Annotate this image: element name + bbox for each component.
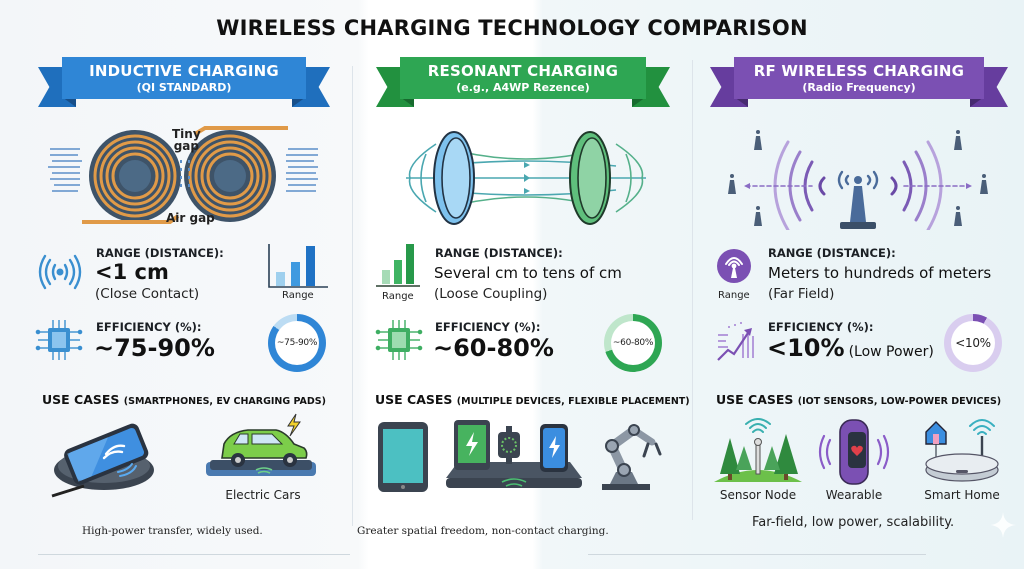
column-divider [352,66,353,526]
efficiency-value: <10% (Low Power) [767,334,934,362]
range-value: Several cm to tens of cm [434,264,622,282]
range-note: (Loose Coupling) [434,286,548,302]
chip-icon [35,320,83,360]
inductive-coils-illustration [48,126,318,224]
column-summary: Greater spatial freedom, non-contact cha… [357,525,609,537]
efficiency-value: ~60-80% [433,334,554,362]
efficiency-value-note: (Low Power) [848,344,934,360]
range-value: <1 cm [95,260,169,284]
chip-icon [375,320,423,360]
range-icon-label: Range [718,290,750,301]
inductive-ribbon: INDUCTIVE CHARGING (QI STANDARD) [38,57,330,107]
efficiency-ring-chart: <10% [944,314,1002,372]
resonant-ribbon: RESONANT CHARGING (e.g., A4WP Rezence) [376,57,670,107]
range-note: (Far Field) [768,286,835,302]
range-label: RANGE (DISTANCE): [768,246,896,260]
phone-on-charging-pad-icon [51,423,154,498]
range-icon-label: Range [282,290,314,301]
electric-car-icon [206,413,316,476]
rf-ribbon: RF WIRELESS CHARGING (Radio Frequency) [710,57,1008,107]
use-case-label-sensor-node: Sensor Node [719,488,797,502]
range-label: RANGE (DISTANCE): [435,246,563,260]
range-antenna-icon [717,249,751,283]
range-value: Meters to hundreds of meters [768,264,992,282]
ribbon-title: INDUCTIVE CHARGING [89,62,279,80]
use-cases-title: USE CASES (SMARTPHONES, EV CHARGING PADS… [42,392,326,407]
range-bar-chart-icon [376,244,420,287]
ribbon-subtitle: (QI STANDARD) [136,81,232,94]
efficiency-ring-label: <10% [955,336,991,350]
use-cases-title: USE CASES (IOT SENSORS, LOW-POWER DEVICE… [716,392,1002,407]
column-summary: Far-field, low power, scalability. [752,515,955,530]
air-gap-label: Air gap [166,211,215,225]
footer-divider [38,554,350,555]
tiny-gap-label: Tiny gap [172,127,201,153]
range-label: RANGE (DISTANCE): [96,246,224,260]
efficiency-trend-icon [717,322,754,361]
footer-divider [690,554,926,555]
efficiency-label: EFFICIENCY (%): [768,320,874,334]
sparkle-icon [990,512,1016,538]
column-summary: High-power transfer, widely used. [82,525,263,537]
efficiency-ring-label: ~75-90% [276,338,318,348]
ribbon-title: RESONANT CHARGING [427,62,619,80]
efficiency-value: ~75-90% [94,334,215,362]
robotic-arm-icon [602,424,662,490]
wearable-icon [818,419,890,485]
use-case-label-smart-home: Smart Home [924,488,1000,502]
efficiency-label: EFFICIENCY (%): [435,320,541,334]
use-cases-title: USE CASES (MULTIPLE DEVICES, FLEXIBLE PL… [375,392,690,407]
ribbon-title: RF WIRELESS CHARGING [753,62,965,80]
efficiency-ring-label: ~60-80% [612,338,654,348]
range-note: (Close Contact) [95,286,200,302]
use-case-label-electric-cars: Electric Cars [225,488,301,502]
range-bar-chart-icon [268,244,328,288]
resonant-coils-field-illustration [406,131,646,225]
range-icon-label: Range [382,291,414,302]
efficiency-ring-chart: ~75-90% [268,314,326,372]
column-divider [692,60,693,520]
smart-home-icon [925,419,999,482]
use-case-label-wearable: Wearable [825,488,883,502]
multi-device-charging-pad-icon [446,420,582,488]
wireless-signal-icon [38,254,82,290]
ribbon-subtitle: (e.g., A4WP Rezence) [456,81,590,94]
tablet-icon [378,422,428,492]
ribbon-subtitle: (Radio Frequency) [802,81,916,94]
efficiency-ring-chart: ~60-80% [604,314,662,372]
efficiency-label: EFFICIENCY (%): [96,320,202,334]
page-title: WIRELESS CHARGING TECHNOLOGY COMPARISON [216,16,808,40]
rf-broadcast-tower-illustration [728,130,988,230]
footer-divider [588,554,700,555]
sensor-node-icon [714,418,802,482]
